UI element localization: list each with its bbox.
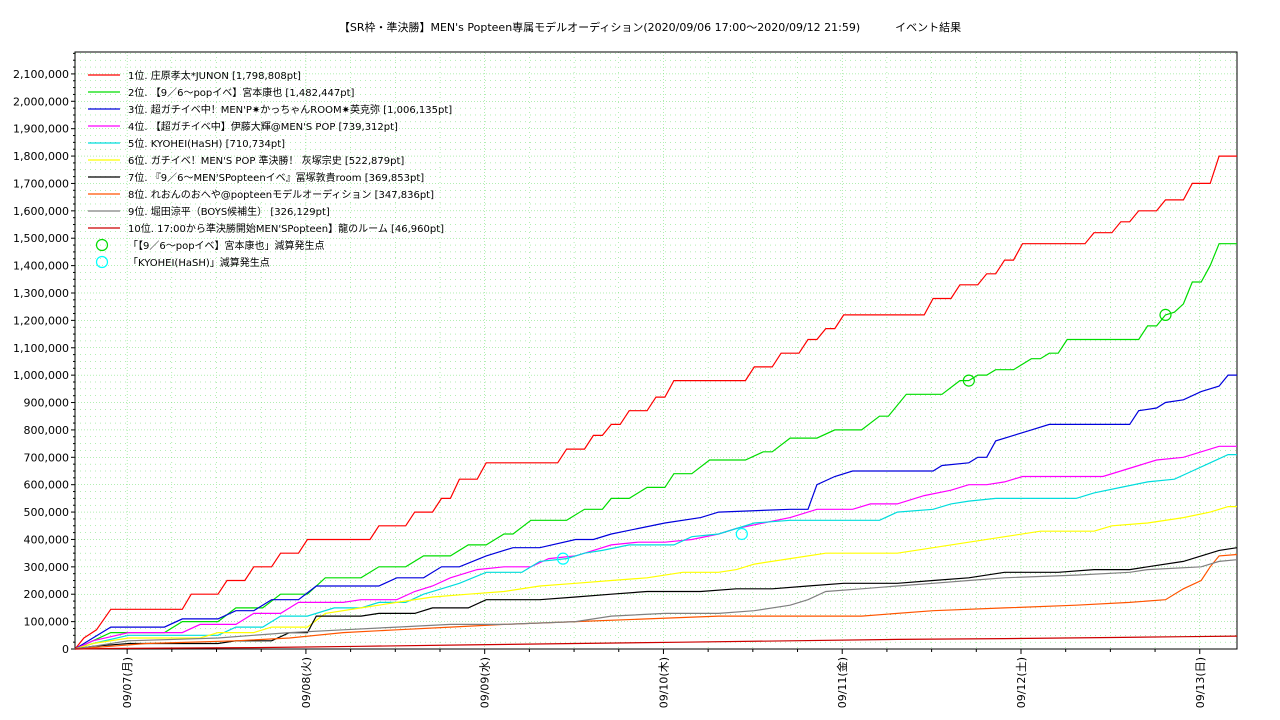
marker-layer bbox=[556, 308, 1172, 565]
grid-layer bbox=[75, 52, 1237, 650]
y-tick-label: 2,000,000 bbox=[13, 95, 69, 108]
x-tick-label: 09/09(水) bbox=[479, 657, 492, 708]
decrement-marker-2 bbox=[556, 552, 570, 565]
y-tick-label: 1,200,000 bbox=[13, 314, 69, 327]
y-tick-label: 100,000 bbox=[24, 616, 70, 629]
decrement-marker-1 bbox=[1159, 308, 1172, 321]
y-tick-label: 2,100,000 bbox=[13, 68, 69, 81]
legend-marker-swatch bbox=[95, 255, 109, 269]
legend: 1位. 庄原孝太*JUNON [1,798,808pt] 2位. 【9／6〜pop… bbox=[88, 69, 452, 269]
series-line-10 bbox=[74, 635, 1238, 650]
series-line-5 bbox=[74, 454, 1237, 650]
y-tick-label: 1,600,000 bbox=[13, 205, 69, 218]
series-line-9 bbox=[74, 559, 1238, 650]
y-tick-label: 900,000 bbox=[24, 397, 70, 410]
y-tick-label: 500,000 bbox=[24, 506, 70, 519]
series-line-3 bbox=[74, 374, 1237, 650]
y-tick-label: 1,100,000 bbox=[13, 342, 69, 355]
x-tick-label: 09/13(日) bbox=[1194, 657, 1207, 708]
x-tick-label: 09/07(月) bbox=[121, 657, 134, 708]
legend-item-label: 1位. 庄原孝太*JUNON [1,798,808pt] bbox=[128, 69, 301, 82]
y-tick-label: 700,000 bbox=[24, 451, 70, 464]
legend-marker-swatch bbox=[95, 238, 109, 252]
legend-item-label: 4位. 【超ガチイベ中】伊藤大輝@MEN'S POP [739,312pt] bbox=[128, 120, 398, 133]
y-tick-label: 1,300,000 bbox=[13, 287, 69, 300]
y-tick-label: 1,500,000 bbox=[13, 232, 69, 245]
series-line-6 bbox=[74, 506, 1237, 650]
y-tick-label: 1,000,000 bbox=[13, 369, 69, 382]
y-tick-label: 400,000 bbox=[24, 533, 70, 546]
legend-item-label: 3位. 超ガチイベ中！MEN'P✷かっちゃんROOM✷英克弥 [1,006,13… bbox=[128, 103, 452, 116]
chart-title: 【SR枠・準決勝】MEN's Popteen専属モデルオーディション(2020/… bbox=[338, 21, 962, 34]
decrement-marker-2 bbox=[735, 527, 748, 541]
legend-item-label: 8位. れおんのおへや@popteenモデルオーディション [347,836pt… bbox=[128, 188, 434, 201]
plot-frame bbox=[74, 51, 1238, 650]
series-line-4 bbox=[74, 445, 1237, 650]
legend-item-label: 2位. 【9／6〜popイベ】宮本康也 [1,482,447pt] bbox=[128, 86, 354, 99]
y-tick-label: 1,900,000 bbox=[13, 123, 69, 136]
y-tick-label: 300,000 bbox=[24, 561, 70, 574]
series-layer bbox=[74, 155, 1238, 650]
y-tick-label: 600,000 bbox=[24, 479, 70, 492]
ticks-layer: 0 100,000 200,000 300,000 400,000 500,000 600,… bbox=[13, 52, 1207, 708]
y-tick-label: 1,700,000 bbox=[13, 177, 69, 190]
legend-item-label: 9位. 堀田涼平（BOYS候補生） [326,129pt] bbox=[128, 205, 330, 218]
series-line-7 bbox=[74, 547, 1238, 650]
legend-item-label: 6位. ガチイベ！MEN'S POP 準決勝！ 灰塚宗史 [522,879pt] bbox=[128, 154, 404, 167]
y-tick-label: 1,800,000 bbox=[13, 150, 69, 163]
series-line-1 bbox=[74, 155, 1237, 650]
legend-item-label: 10位. 17:00から準決勝開始MEN'SPopteen】龍のルーム [46,… bbox=[128, 222, 444, 235]
y-tick-label: 800,000 bbox=[24, 424, 70, 437]
series-line-2 bbox=[74, 243, 1237, 650]
x-tick-label: 09/10(木) bbox=[657, 657, 670, 708]
legend-marker-label: 「【9／6〜popイベ】宮本康也」減算発生点 bbox=[128, 239, 325, 252]
y-tick-label: 0 bbox=[62, 643, 69, 656]
legend-item-label: 5位. KYOHEI(HaSH) [710,734pt] bbox=[128, 137, 285, 150]
x-tick-label: 09/08(火) bbox=[300, 657, 313, 708]
legend-marker-label: 「KYOHEI(HaSH)」減算発生点 bbox=[128, 256, 270, 269]
series-line-8 bbox=[74, 553, 1238, 650]
y-tick-label: 1,400,000 bbox=[13, 260, 69, 273]
x-tick-label: 09/11(金) bbox=[835, 657, 849, 708]
y-tick-label: 200,000 bbox=[24, 588, 70, 601]
decrement-marker-1 bbox=[962, 374, 975, 387]
x-tick-label: 09/12(土) bbox=[1015, 657, 1028, 708]
legend-item-label: 7位. 『9／6〜MEN'SPopteenイベ』冨塚敦貴room [369,85… bbox=[128, 171, 424, 184]
